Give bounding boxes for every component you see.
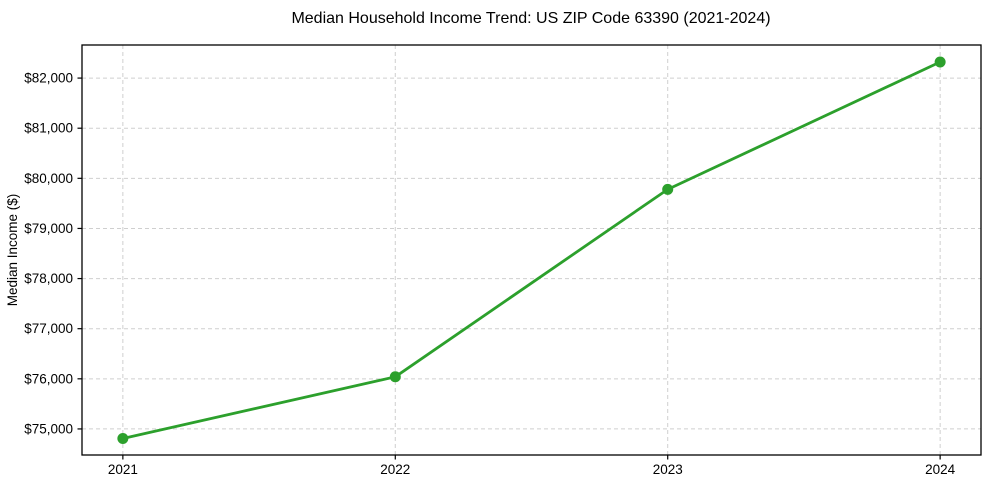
y-axis-label: Median Income ($) [5, 194, 20, 307]
x-tick-label: 2024 [925, 462, 956, 477]
y-tick-label: $78,000 [24, 271, 73, 286]
y-tick-label: $81,000 [24, 121, 73, 136]
gridlines [82, 45, 981, 455]
trend-line [121, 60, 942, 440]
data-point-2023 [662, 183, 674, 195]
data-series [117, 56, 946, 444]
data-point-2021 [117, 432, 129, 444]
data-point-2024 [934, 56, 946, 68]
plot-border [81, 44, 982, 456]
x-tick-label: 2021 [108, 462, 138, 477]
data-point-2022 [389, 371, 401, 383]
y-tick-label: $82,000 [24, 71, 73, 86]
x-tick-label: 2022 [380, 462, 410, 477]
y-tick-label: $76,000 [24, 371, 73, 386]
y-tick-label: $79,000 [24, 221, 73, 236]
y-tick-label: $75,000 [24, 421, 73, 436]
chart-title: Median Household Income Trend: US ZIP Co… [291, 10, 770, 27]
y-tick-label: $77,000 [24, 321, 73, 336]
x-tick-label: 2023 [653, 462, 683, 477]
axes: $75,000 $76,000 $77,000 $78,000 $79,000 $80,0… [24, 44, 982, 477]
y-tick-label: $80,000 [24, 171, 73, 186]
